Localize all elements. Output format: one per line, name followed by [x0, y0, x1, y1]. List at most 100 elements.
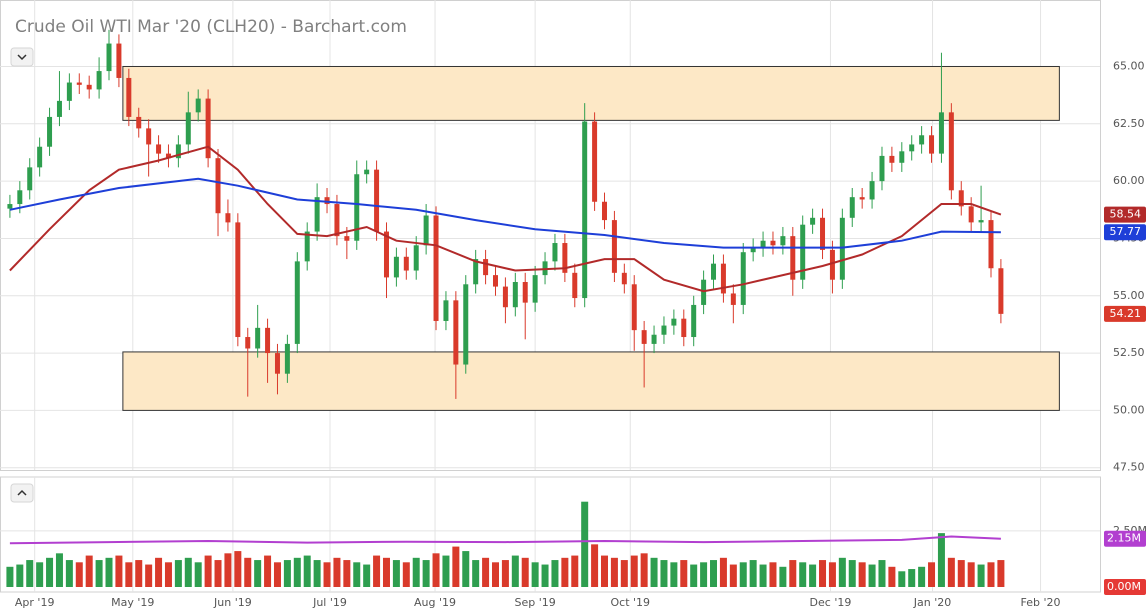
- volume-bar: [155, 557, 163, 587]
- x-tick-label: Dec '19: [810, 596, 852, 609]
- candle-body: [324, 197, 330, 205]
- candle-body: [7, 204, 13, 209]
- y-tick-label: 52.50: [1113, 346, 1145, 359]
- volume-bar: [244, 557, 252, 587]
- volume-bar: [828, 562, 836, 587]
- volume-bar: [848, 560, 856, 587]
- value-badge: [1104, 530, 1146, 547]
- volume-bar: [947, 557, 955, 587]
- candle-body: [661, 325, 667, 335]
- volume-bar: [710, 560, 718, 587]
- candle-body: [27, 167, 33, 191]
- volume-bar: [640, 553, 648, 587]
- candle-body: [423, 215, 429, 246]
- value-badge-label: 58.54: [1110, 208, 1142, 221]
- candle-body: [116, 43, 122, 78]
- candle-body: [126, 77, 132, 117]
- candle-body: [750, 247, 756, 253]
- volume-bar: [462, 551, 470, 587]
- volume-bar: [581, 501, 589, 587]
- candle-body: [433, 215, 439, 321]
- volume-bar: [125, 562, 133, 587]
- candle-body: [998, 268, 1004, 314]
- volume-bar: [105, 557, 113, 587]
- volume-bar: [293, 557, 301, 587]
- candle-body: [829, 249, 835, 280]
- volume-bar: [184, 557, 192, 587]
- volume-bar: [85, 555, 93, 587]
- expand-button[interactable]: [10, 483, 34, 503]
- volume-bar: [551, 560, 559, 587]
- candle-body: [988, 220, 994, 269]
- volume-bar: [214, 560, 222, 587]
- volume-bar: [759, 564, 767, 587]
- value-badge: [1104, 579, 1146, 595]
- volume-bar: [491, 562, 499, 587]
- candle-body: [849, 197, 855, 218]
- candle-body: [245, 337, 251, 349]
- zone: [122, 65, 1060, 121]
- volume-bar: [115, 555, 123, 587]
- volume-bar: [630, 555, 638, 587]
- moving-average-line: [9, 177, 1001, 249]
- volume-bar: [303, 555, 311, 587]
- volume-bar: [46, 557, 54, 587]
- candle-body: [770, 240, 776, 246]
- volume-bar: [987, 562, 995, 587]
- volume-bar: [571, 555, 579, 587]
- x-tick-label: Aug '19: [414, 596, 456, 609]
- volume-bar: [521, 557, 529, 587]
- volume-bar: [957, 560, 965, 587]
- candle-body: [344, 236, 350, 241]
- x-tick-label: Oct '19: [610, 596, 650, 609]
- candle-body: [968, 206, 974, 223]
- volume-bar: [164, 562, 172, 587]
- volume-bar: [719, 557, 727, 587]
- volume-bar: [283, 560, 291, 587]
- candle-body: [96, 71, 102, 90]
- volume-bar: [174, 560, 182, 587]
- volume-bar: [878, 560, 886, 587]
- x-tick-label: Feb '20: [1021, 596, 1061, 609]
- volume-bar: [402, 562, 410, 587]
- y-tick-label: 47.50: [1113, 461, 1145, 474]
- candle-body: [740, 252, 746, 305]
- volume-bar: [620, 560, 628, 587]
- x-tick-label: Jul '19: [312, 596, 347, 609]
- candle-body: [839, 217, 845, 280]
- candle-body: [37, 146, 43, 168]
- volume-bar: [234, 551, 242, 587]
- candle-body: [899, 151, 905, 163]
- candle-body: [958, 190, 964, 207]
- volume-bar: [967, 562, 975, 587]
- x-tick-label: May '19: [111, 596, 154, 609]
- volume-bar: [729, 564, 737, 587]
- volume-bar: [392, 560, 400, 587]
- candle-body: [909, 144, 915, 152]
- volume-bar: [690, 564, 698, 587]
- y-tick-label: 62.50: [1113, 117, 1145, 130]
- volume-bar: [95, 560, 103, 587]
- candle-body: [760, 240, 766, 248]
- value-badge-label: 2.15M: [1107, 532, 1141, 545]
- volume-bar: [472, 560, 480, 587]
- expand-button-icon: [17, 489, 27, 496]
- x-tick-label: Jun '19: [213, 596, 252, 609]
- volume-bar: [204, 555, 212, 587]
- volume-bar: [888, 566, 896, 587]
- candle-body: [165, 153, 171, 159]
- candle-body: [215, 158, 221, 214]
- volume-bar: [36, 562, 44, 587]
- volume-bar: [541, 564, 549, 587]
- candle-body: [463, 284, 469, 365]
- candle-body: [136, 116, 142, 129]
- candle-body: [512, 282, 518, 308]
- volume-bar: [422, 560, 430, 587]
- volume-bar: [353, 562, 361, 587]
- candle-body: [532, 275, 538, 303]
- collapse-button[interactable]: [10, 47, 34, 67]
- volume-bar: [75, 562, 83, 587]
- candle-body: [820, 217, 826, 250]
- candle-body: [978, 220, 984, 223]
